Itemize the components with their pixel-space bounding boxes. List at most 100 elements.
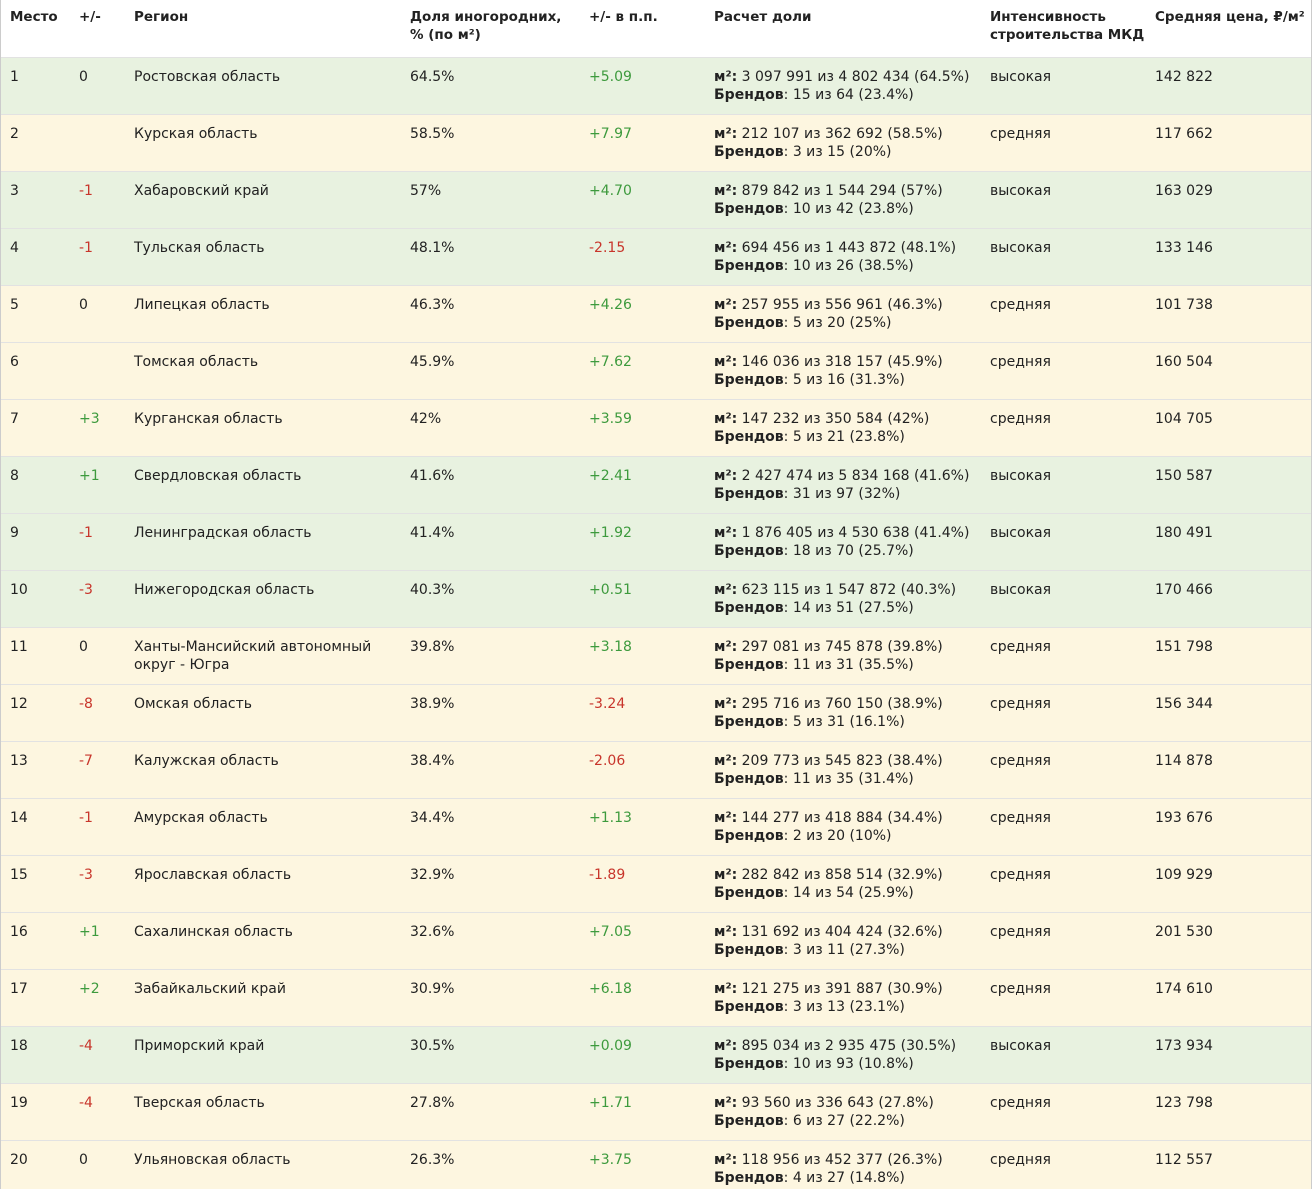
calc-value: 6 из 27 (22.2%) <box>792 1113 905 1129</box>
rank-cell: 10 <box>10 582 28 598</box>
intensity-cell: средняя <box>990 354 1051 370</box>
calc-value: 295 716 из 760 150 (38.9%) <box>741 696 943 712</box>
share-cell: 30.5% <box>410 1038 455 1054</box>
calc-label: м²: <box>714 810 738 826</box>
price-cell: 123 798 <box>1155 1095 1213 1111</box>
rank-cell: 11 <box>10 639 28 655</box>
calc-label: Брендов <box>714 1170 784 1186</box>
change-cell: +2 <box>79 981 100 997</box>
calc-value: 2 427 474 из 5 834 168 (41.6%) <box>741 468 970 484</box>
rank-cell: 18 <box>10 1038 28 1054</box>
calc-cell: м²: 209 773 из 545 823 (38.4%) Брендов: 1… <box>714 752 984 788</box>
rank-cell: 9 <box>10 525 19 541</box>
rank-cell: 5 <box>10 297 19 313</box>
calc-label: Брендов <box>714 144 784 160</box>
change-cell: -4 <box>79 1095 93 1111</box>
calc-label: Брендов <box>714 942 784 958</box>
rank-cell: 12 <box>10 696 28 712</box>
delta-cell: +6.18 <box>589 981 632 997</box>
calc-brands: Брендов: 11 из 31 (35.5%) <box>714 657 914 673</box>
calc-value: 10 из 42 (23.8%) <box>792 201 914 217</box>
intensity-cell: средняя <box>990 696 1051 712</box>
calc-label: м²: <box>714 126 738 142</box>
price-cell: 160 504 <box>1155 354 1213 370</box>
calc-m2: м²: 623 115 из 1 547 872 (40.3%) <box>714 581 984 599</box>
change-cell: -8 <box>79 696 93 712</box>
delta-cell: +1.92 <box>589 525 632 541</box>
calc-brands: Брендов: 5 из 21 (23.8%) <box>714 429 905 445</box>
rank-cell: 19 <box>10 1095 28 1111</box>
calc-label: м²: <box>714 411 738 427</box>
calc-value: 131 692 из 404 424 (32.6%) <box>741 924 943 940</box>
intensity-cell: средняя <box>990 1095 1051 1111</box>
calc-brands: Брендов: 14 из 54 (25.9%) <box>714 885 914 901</box>
calc-m2: м²: 694 456 из 1 443 872 (48.1%) <box>714 239 984 257</box>
calc-label: м²: <box>714 582 738 598</box>
rank-cell: 16 <box>10 924 28 940</box>
calc-cell: м²: 282 842 из 858 514 (32.9%) Брендов: 1… <box>714 866 984 902</box>
table-row: 5 0 Липецкая область 46.3% +4.26 м²: 257 955 … <box>1 286 1311 343</box>
share-cell: 57% <box>410 183 442 199</box>
rank-cell: 13 <box>10 753 28 769</box>
calc-value: 121 275 из 391 887 (30.9%) <box>741 981 943 997</box>
region-cell: Свердловская область <box>134 468 302 484</box>
table-row: 9 -1 Ленинградская область 41.4% +1.92 м²: 1 … <box>1 514 1311 571</box>
calc-value: 31 из 97 (32%) <box>792 486 901 502</box>
delta-cell: -2.06 <box>589 753 626 769</box>
calc-brands: Брендов: 5 из 16 (31.3%) <box>714 372 905 388</box>
calc-value: 11 из 35 (31.4%) <box>792 771 914 787</box>
delta-cell: +0.51 <box>589 582 632 598</box>
calc-value: 212 107 из 362 692 (58.5%) <box>741 126 943 142</box>
delta-cell: -3.24 <box>589 696 626 712</box>
calc-brands: Брендов: 14 из 51 (27.5%) <box>714 600 914 616</box>
table-row: 2 Курская область 58.5% +7.97 м²: 212 107 из… <box>1 115 1311 172</box>
region-cell: Хабаровский край <box>134 183 269 199</box>
region-cell: Ханты-Мансийский автономный округ - Югра <box>134 639 372 673</box>
calc-value: 3 из 13 (23.1%) <box>792 999 905 1015</box>
calc-value: 14 из 54 (25.9%) <box>792 885 914 901</box>
change-cell: -3 <box>79 582 93 598</box>
delta-cell: +5.09 <box>589 69 632 85</box>
table-row: 11 0 Ханты-Мансийский автономный округ - Ю… <box>1 628 1311 685</box>
price-cell: 180 491 <box>1155 525 1213 541</box>
calc-m2: м²: 131 692 из 404 424 (32.6%) <box>714 923 984 941</box>
calc-label: Брендов <box>714 885 784 901</box>
header-cell: +/- в п.п. <box>589 9 658 25</box>
calc-brands: Брендов: 10 из 26 (38.5%) <box>714 258 914 274</box>
share-cell: 40.3% <box>410 582 455 598</box>
region-cell: Томская область <box>134 354 259 370</box>
calc-cell: м²: 295 716 из 760 150 (38.9%) Брендов: 5… <box>714 695 984 731</box>
calc-value: 144 277 из 418 884 (34.4%) <box>741 810 943 826</box>
change-cell: -1 <box>79 183 93 199</box>
calc-label: Брендов <box>714 657 784 673</box>
delta-cell: +7.97 <box>589 126 632 142</box>
calc-cell: м²: 623 115 из 1 547 872 (40.3%) Брендов:… <box>714 581 984 617</box>
region-cell: Приморский край <box>134 1038 265 1054</box>
calc-value: 147 232 из 350 584 (42%) <box>741 411 930 427</box>
calc-cell: м²: 297 081 из 745 878 (39.8%) Брендов: 1… <box>714 638 984 674</box>
calc-label: м²: <box>714 1038 738 1054</box>
calc-label: Брендов <box>714 258 784 274</box>
calc-cell: м²: 121 275 из 391 887 (30.9%) Брендов: 3… <box>714 980 984 1016</box>
price-cell: 104 705 <box>1155 411 1213 427</box>
intensity-cell: высокая <box>990 183 1052 199</box>
calc-label: м²: <box>714 696 738 712</box>
rank-cell: 20 <box>10 1152 28 1168</box>
rank-cell: 1 <box>10 69 19 85</box>
delta-cell: +0.09 <box>589 1038 632 1054</box>
rank-cell: 17 <box>10 981 28 997</box>
calc-cell: м²: 118 956 из 452 377 (26.3%) Брендов: 4… <box>714 1151 984 1187</box>
region-cell: Калужская область <box>134 753 279 769</box>
calc-cell: м²: 212 107 из 362 692 (58.5%) Брендов: 3… <box>714 125 984 161</box>
delta-cell: +4.70 <box>589 183 632 199</box>
calc-value: 15 из 64 (23.4%) <box>792 87 914 103</box>
rank-cell: 15 <box>10 867 28 883</box>
change-cell: +3 <box>79 411 100 427</box>
calc-m2: м²: 895 034 из 2 935 475 (30.5%) <box>714 1037 984 1055</box>
calc-label: Брендов <box>714 87 784 103</box>
calc-label: Брендов <box>714 372 784 388</box>
calc-label: м²: <box>714 867 738 883</box>
change-cell: -1 <box>79 525 93 541</box>
price-cell: 193 676 <box>1155 810 1213 826</box>
table-row: 14 -1 Амурская область 34.4% +1.13 м²: 144 27… <box>1 799 1311 856</box>
